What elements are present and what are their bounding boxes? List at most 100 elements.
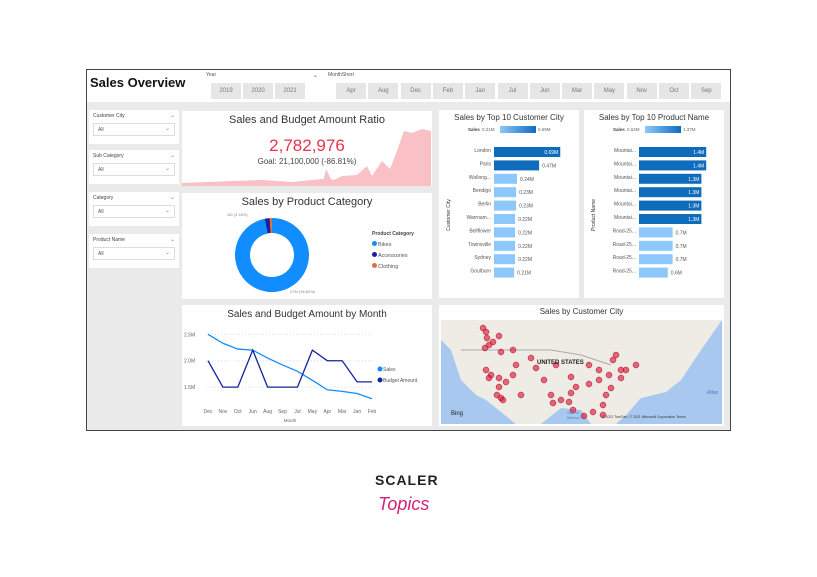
- chevron-down-icon[interactable]: ⌄: [169, 195, 175, 201]
- donut-card[interactable]: Sales by Product Category 1M (3.18%) 27M…: [182, 193, 432, 299]
- bar[interactable]: [639, 160, 707, 171]
- month-button[interactable]: Jun: [529, 83, 560, 99]
- year-button[interactable]: 2019: [211, 83, 241, 99]
- map-card[interactable]: Sales by Customer City UNITED STATES Bin…: [439, 305, 724, 426]
- donut-chart[interactable]: [232, 211, 312, 295]
- bar[interactable]: [494, 147, 561, 157]
- city-marker[interactable]: [607, 384, 615, 392]
- month-button[interactable]: Dec: [400, 83, 431, 99]
- line-chart[interactable]: Sales and Budget Amount by Month 1.5M 2.0M…: [182, 305, 432, 426]
- city-marker[interactable]: [487, 371, 495, 379]
- map-copyright[interactable]: © 2021 TomTom, © 2021 Microsoft Corporat…: [602, 415, 686, 419]
- city-marker[interactable]: [585, 380, 593, 388]
- city-marker[interactable]: [512, 361, 520, 369]
- city-marker[interactable]: [517, 391, 525, 399]
- kpi-card[interactable]: Sales and Budget Amount Ratio 2,782,976 …: [182, 111, 432, 186]
- city-marker[interactable]: [495, 374, 503, 382]
- bar[interactable]: [639, 147, 707, 157]
- bar[interactable]: [639, 173, 702, 184]
- city-marker[interactable]: [617, 374, 625, 382]
- bar[interactable]: [494, 173, 518, 184]
- series-line-budget-amount[interactable]: [207, 348, 372, 388]
- city-marker[interactable]: [632, 361, 640, 369]
- city-marker[interactable]: [602, 391, 610, 399]
- bar[interactable]: [494, 267, 515, 278]
- slicer[interactable]: Category ⌄ All ⌄: [89, 192, 179, 226]
- city-marker[interactable]: [482, 328, 490, 336]
- city-marker[interactable]: [609, 356, 617, 364]
- city-marker[interactable]: [481, 344, 489, 352]
- bar[interactable]: [494, 187, 517, 198]
- chevron-down-icon[interactable]: ⌄: [313, 73, 319, 79]
- city-marker[interactable]: [572, 383, 580, 391]
- city-marker[interactable]: [599, 401, 607, 409]
- month-button[interactable]: Aug: [368, 83, 399, 99]
- slicer-dropdown[interactable]: All ⌄: [93, 247, 175, 260]
- city-marker[interactable]: [605, 371, 613, 379]
- city-marker[interactable]: [540, 376, 548, 384]
- city-marker[interactable]: [549, 399, 557, 407]
- city-marker[interactable]: [569, 406, 577, 414]
- month-button[interactable]: May: [594, 83, 625, 99]
- city-marker[interactable]: [482, 366, 490, 374]
- month-button[interactable]: Apr: [336, 83, 366, 99]
- chevron-down-icon[interactable]: ⌄: [169, 153, 175, 159]
- city-marker[interactable]: [509, 371, 517, 379]
- city-marker[interactable]: [547, 391, 555, 399]
- city-marker[interactable]: [612, 351, 620, 359]
- month-button[interactable]: Feb: [432, 83, 463, 99]
- bar[interactable]: [494, 227, 516, 238]
- slicer[interactable]: Product Name ⌄ All ⌄: [89, 234, 179, 268]
- bar[interactable]: [494, 254, 516, 265]
- bar[interactable]: [494, 214, 516, 224]
- city-marker[interactable]: [565, 398, 573, 406]
- series-line-sales[interactable]: [207, 333, 373, 400]
- city-marker[interactable]: [580, 412, 588, 420]
- city-marker[interactable]: [497, 348, 505, 356]
- city-marker[interactable]: [509, 346, 517, 354]
- city-marker[interactable]: [595, 366, 603, 374]
- month-button[interactable]: Jul: [497, 83, 528, 99]
- city-marker[interactable]: [527, 354, 535, 362]
- bar[interactable]: [639, 240, 673, 251]
- city-marker[interactable]: [502, 378, 510, 386]
- year-button[interactable]: 2021: [275, 83, 305, 99]
- slicer[interactable]: Customer City ⌄ All ⌄: [89, 110, 179, 144]
- month-button[interactable]: Nov: [626, 83, 657, 99]
- city-bar-card[interactable]: Sales by Top 10 Customer City Sales 0.21M 0…: [439, 110, 579, 298]
- donut-slice-accessories[interactable]: [264, 218, 271, 234]
- city-marker[interactable]: [585, 361, 593, 369]
- donut-slice-bikes[interactable]: [235, 218, 309, 292]
- bar[interactable]: [639, 227, 673, 238]
- city-marker[interactable]: [557, 396, 565, 404]
- slicer-dropdown[interactable]: All ⌄: [93, 205, 175, 218]
- city-marker[interactable]: [489, 338, 497, 346]
- line-chart-card[interactable]: Sales and Budget Amount by Month 1.5M 2.0M…: [182, 305, 432, 426]
- city-marker[interactable]: [499, 396, 507, 404]
- slicer-dropdown[interactable]: All ⌄: [93, 163, 175, 176]
- city-marker[interactable]: [483, 334, 491, 342]
- city-marker[interactable]: [622, 366, 630, 374]
- year-button[interactable]: 2020: [243, 83, 273, 99]
- map[interactable]: [441, 320, 722, 424]
- product-bar-chart[interactable]: Sales by Top 10 Product Name Sales 0.62M 1.…: [584, 110, 724, 298]
- city-marker[interactable]: [567, 373, 575, 381]
- donut-slice-clothing[interactable]: [269, 218, 272, 234]
- bar[interactable]: [639, 214, 702, 224]
- legend-item[interactable]: Bikes: [372, 241, 408, 252]
- bar[interactable]: [494, 200, 517, 211]
- chevron-down-icon[interactable]: ⌄: [169, 113, 175, 119]
- legend-item[interactable]: Accessories: [372, 252, 408, 263]
- city-marker[interactable]: [599, 411, 607, 419]
- bar[interactable]: [494, 240, 516, 251]
- chevron-down-icon[interactable]: ⌄: [169, 237, 175, 243]
- city-marker[interactable]: [532, 364, 540, 372]
- month-button[interactable]: Oct: [659, 83, 689, 99]
- bar[interactable]: [494, 160, 540, 171]
- month-button[interactable]: Jan: [465, 83, 496, 99]
- bar[interactable]: [639, 200, 702, 211]
- month-button[interactable]: Sep: [691, 83, 722, 99]
- slicer-dropdown[interactable]: All ⌄: [93, 123, 175, 136]
- bar[interactable]: [639, 254, 673, 265]
